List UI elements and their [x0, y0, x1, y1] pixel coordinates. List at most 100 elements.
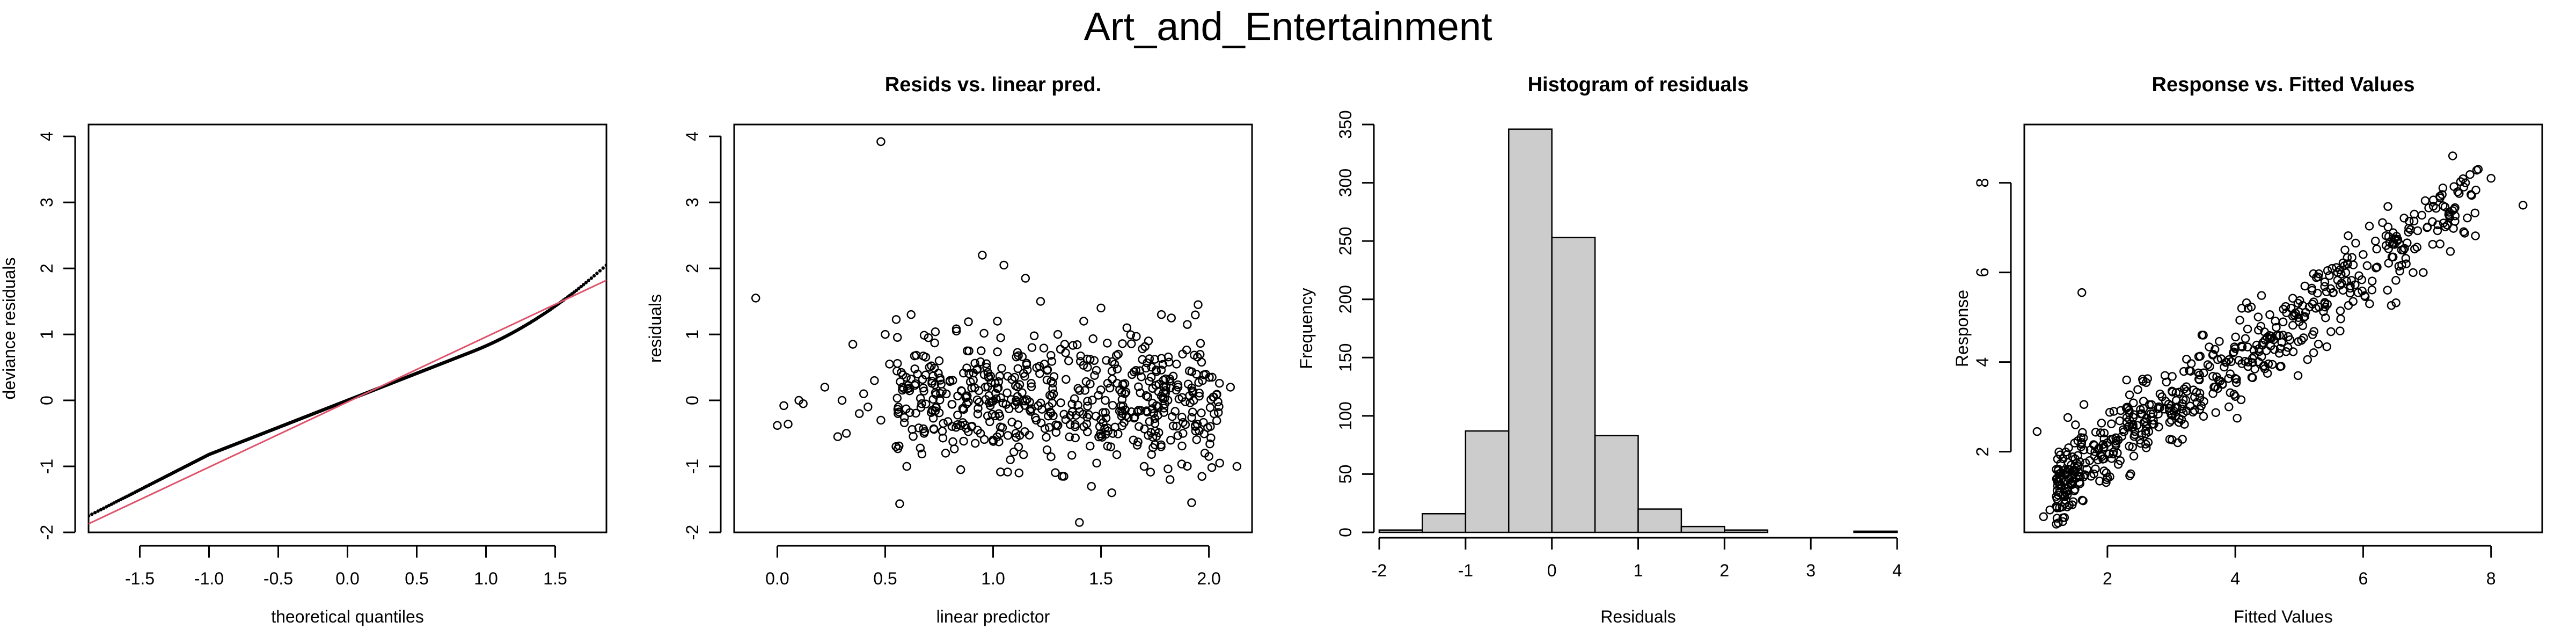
residual-point	[1089, 356, 1099, 365]
residual-point	[1036, 297, 1045, 306]
residual-point	[983, 368, 992, 377]
residual-point	[1126, 339, 1136, 348]
panel-2: Resids vs. linear pred. 0.0 0.5 1.0 1.5 2.0 -2…	[646, 74, 1253, 626]
response-point	[2345, 288, 2355, 298]
residual-point	[1205, 439, 1214, 449]
residual-point	[1187, 498, 1196, 507]
response-point	[2412, 243, 2422, 252]
residual-point	[870, 376, 879, 385]
residual-point	[1071, 433, 1080, 443]
residual-point	[1187, 413, 1196, 422]
residual-point	[1083, 363, 1092, 372]
response-point	[2471, 231, 2480, 240]
response-point	[2383, 202, 2392, 211]
residual-point	[1053, 330, 1063, 339]
qq-point	[711, 146, 714, 149]
response-point	[2365, 299, 2374, 309]
residual-point	[916, 443, 925, 453]
response-point	[2062, 450, 2072, 459]
y-tick-label: 0	[683, 396, 702, 405]
residual-point	[1195, 350, 1205, 359]
residual-point	[979, 328, 989, 338]
response-point	[2235, 316, 2244, 325]
residual-point	[1172, 360, 1181, 369]
residual-point	[1083, 401, 1092, 411]
response-point	[2068, 452, 2077, 462]
residual-point	[1014, 469, 1023, 478]
residual-point	[1045, 391, 1055, 400]
y-tick-label: 150	[1336, 343, 1355, 372]
residual-point	[1128, 370, 1137, 379]
response-point	[2424, 203, 2433, 213]
residual-point	[1011, 381, 1020, 391]
response-point	[2105, 408, 2114, 417]
residual-point	[854, 409, 864, 418]
residual-point	[919, 331, 929, 340]
qq-point	[59, 529, 62, 532]
panel-title: Response vs. Fitted Values	[2152, 74, 2415, 96]
response-point	[2133, 385, 2142, 394]
response-point	[2365, 222, 2374, 231]
response-point	[2388, 252, 2398, 262]
qq-point	[582, 283, 586, 287]
response-point	[2243, 324, 2252, 334]
residual-point	[1012, 433, 1021, 442]
response-point	[2299, 333, 2308, 342]
residual-point	[1189, 396, 1198, 405]
histogram-bar	[1508, 128, 1553, 533]
response-point	[2220, 362, 2229, 372]
residual-point	[1059, 409, 1069, 419]
residual-point	[784, 420, 793, 429]
residual-point	[1158, 394, 1168, 403]
x-axis-label: theoretical quantiles	[271, 607, 424, 626]
response-point	[2395, 266, 2404, 276]
y-tick-label: 300	[1336, 169, 1355, 197]
qq-point	[608, 260, 611, 264]
residual-point	[929, 424, 939, 434]
response-point	[2111, 433, 2120, 442]
residual-point	[991, 379, 1000, 388]
response-point	[2179, 395, 2188, 405]
residual-point	[1190, 350, 1199, 360]
residual-point	[1103, 339, 1112, 348]
response-point	[2370, 236, 2380, 246]
residual-point	[1103, 378, 1113, 388]
qq-point	[584, 281, 588, 284]
residual-point	[916, 394, 925, 403]
residual-point	[970, 438, 980, 448]
response-point	[2074, 471, 2083, 481]
residual-point	[1213, 397, 1223, 407]
response-point	[2190, 406, 2199, 415]
response-point	[2039, 512, 2048, 522]
qq-point	[99, 508, 103, 511]
y-tick-label: 0	[1336, 528, 1355, 537]
response-point	[2297, 335, 2306, 345]
x-tick-label: 0.0	[765, 569, 789, 588]
response-point	[2344, 231, 2353, 240]
residual-point	[1029, 331, 1039, 340]
response-point	[2387, 301, 2396, 310]
residual-point	[1106, 442, 1116, 451]
response-point	[2211, 408, 2221, 418]
residual-point	[1083, 397, 1092, 406]
residual-point	[999, 260, 1008, 270]
residual-point	[1192, 370, 1201, 379]
y-tick-label: -2	[683, 525, 702, 540]
response-point	[2195, 405, 2204, 414]
residual-point	[1014, 442, 1023, 451]
response-point	[2099, 466, 2109, 475]
response-point	[2267, 360, 2277, 369]
response-point	[2205, 362, 2214, 371]
qq-point	[612, 257, 615, 260]
residual-point	[1210, 409, 1219, 419]
response-point	[2164, 404, 2174, 413]
residual-point	[1081, 377, 1091, 386]
residual-point	[1006, 455, 1015, 464]
residual-point	[773, 421, 782, 430]
x-tick-label: 0.5	[405, 569, 428, 588]
response-point	[2213, 355, 2222, 364]
qq-point	[84, 516, 87, 519]
residual-point	[1040, 424, 1050, 433]
residual-point	[1007, 418, 1016, 427]
